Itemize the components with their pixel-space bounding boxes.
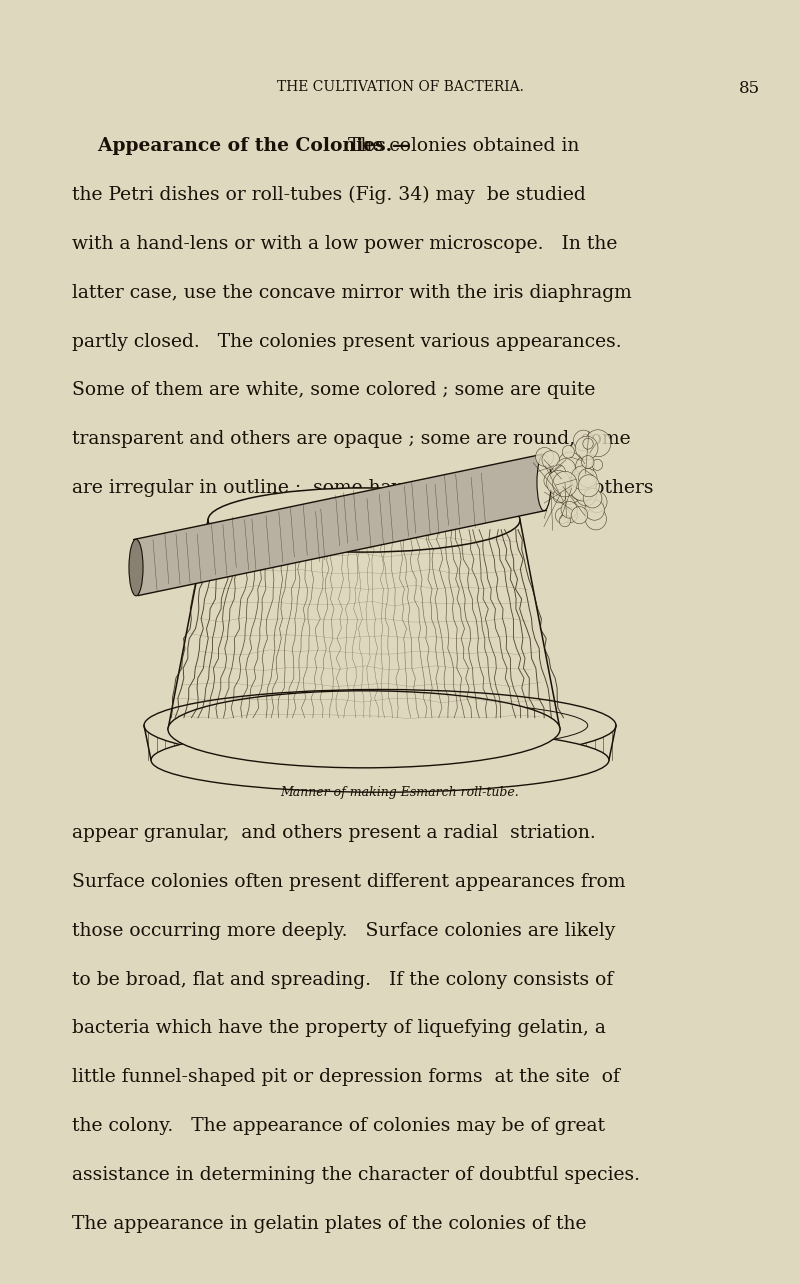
Text: those occurring more deeply.   Surface colonies are likely: those occurring more deeply. Surface col… bbox=[72, 922, 615, 940]
Ellipse shape bbox=[582, 456, 594, 469]
Ellipse shape bbox=[587, 492, 607, 512]
Text: little funnel-shaped pit or depression forms  at the site  of: little funnel-shaped pit or depression f… bbox=[72, 1068, 620, 1086]
Text: The appearance in gelatin plates of the colonies of the: The appearance in gelatin plates of the … bbox=[72, 1215, 586, 1233]
Ellipse shape bbox=[561, 501, 578, 519]
Text: Fig. 35.: Fig. 35. bbox=[372, 490, 428, 505]
Text: appear granular,  and others present a radial  striation.: appear granular, and others present a ra… bbox=[72, 824, 596, 842]
Ellipse shape bbox=[571, 507, 588, 524]
Text: transparent and others are opaque ; some are round, some: transparent and others are opaque ; some… bbox=[72, 430, 630, 448]
Ellipse shape bbox=[553, 489, 566, 503]
Ellipse shape bbox=[556, 458, 575, 479]
Text: The colonies obtained in: The colonies obtained in bbox=[348, 137, 579, 155]
Text: Some of them are white, some colored ; some are quite: Some of them are white, some colored ; s… bbox=[72, 381, 595, 399]
Ellipse shape bbox=[578, 469, 597, 488]
Text: the colony.   The appearance of colonies may be of great: the colony. The appearance of colonies m… bbox=[72, 1117, 605, 1135]
Ellipse shape bbox=[551, 465, 566, 480]
Ellipse shape bbox=[144, 690, 616, 761]
Ellipse shape bbox=[559, 515, 570, 526]
Text: partly closed.   The colonies present various appearances.: partly closed. The colonies present vari… bbox=[72, 333, 622, 351]
Text: Manner of making Esmarch roll-tube.: Manner of making Esmarch roll-tube. bbox=[281, 786, 519, 799]
Ellipse shape bbox=[544, 471, 561, 489]
Text: Surface colonies often present different appearances from: Surface colonies often present different… bbox=[72, 873, 626, 891]
Ellipse shape bbox=[556, 478, 582, 505]
Ellipse shape bbox=[574, 430, 594, 451]
Ellipse shape bbox=[129, 539, 143, 596]
Text: are irregular in outline ;  some have a smooth surface, others: are irregular in outline ; some have a s… bbox=[72, 479, 654, 497]
Ellipse shape bbox=[576, 456, 594, 475]
Ellipse shape bbox=[570, 482, 589, 499]
Ellipse shape bbox=[542, 451, 560, 469]
Ellipse shape bbox=[546, 470, 570, 496]
Text: the Petri dishes or roll-tubes (Fig. 34) may  be studied: the Petri dishes or roll-tubes (Fig. 34)… bbox=[72, 186, 586, 204]
Ellipse shape bbox=[151, 728, 609, 792]
Ellipse shape bbox=[578, 475, 599, 497]
Ellipse shape bbox=[562, 446, 574, 458]
Ellipse shape bbox=[535, 447, 554, 466]
Ellipse shape bbox=[592, 460, 602, 470]
Text: 85: 85 bbox=[739, 80, 760, 96]
Ellipse shape bbox=[583, 488, 602, 508]
Ellipse shape bbox=[570, 473, 597, 501]
Ellipse shape bbox=[575, 437, 598, 460]
Ellipse shape bbox=[586, 508, 606, 530]
Polygon shape bbox=[134, 455, 546, 596]
Text: to be broad, flat and spreading.   If the colony consists of: to be broad, flat and spreading. If the … bbox=[72, 971, 614, 989]
Text: bacteria which have the property of liquefying gelatin, a: bacteria which have the property of liqu… bbox=[72, 1019, 606, 1037]
Ellipse shape bbox=[571, 466, 594, 489]
Text: with a hand-lens or with a low power microscope.   In the: with a hand-lens or with a low power mic… bbox=[72, 235, 618, 253]
Text: assistance in determining the character of doubtful species.: assistance in determining the character … bbox=[72, 1166, 640, 1184]
Ellipse shape bbox=[555, 507, 570, 524]
Ellipse shape bbox=[537, 455, 551, 511]
Ellipse shape bbox=[548, 475, 565, 492]
Ellipse shape bbox=[585, 430, 611, 457]
Text: THE CULTIVATION OF BACTERIA.: THE CULTIVATION OF BACTERIA. bbox=[277, 80, 523, 94]
Ellipse shape bbox=[576, 484, 597, 506]
Text: Appearance of the Colonies.—: Appearance of the Colonies.— bbox=[72, 137, 411, 155]
Ellipse shape bbox=[553, 471, 577, 497]
Ellipse shape bbox=[208, 488, 520, 552]
Text: latter case, use the concave mirror with the iris diaphragm: latter case, use the concave mirror with… bbox=[72, 284, 632, 302]
Ellipse shape bbox=[168, 691, 560, 768]
Ellipse shape bbox=[585, 499, 604, 520]
Ellipse shape bbox=[562, 507, 578, 523]
Ellipse shape bbox=[583, 438, 594, 449]
Ellipse shape bbox=[558, 452, 582, 478]
Ellipse shape bbox=[586, 494, 604, 512]
